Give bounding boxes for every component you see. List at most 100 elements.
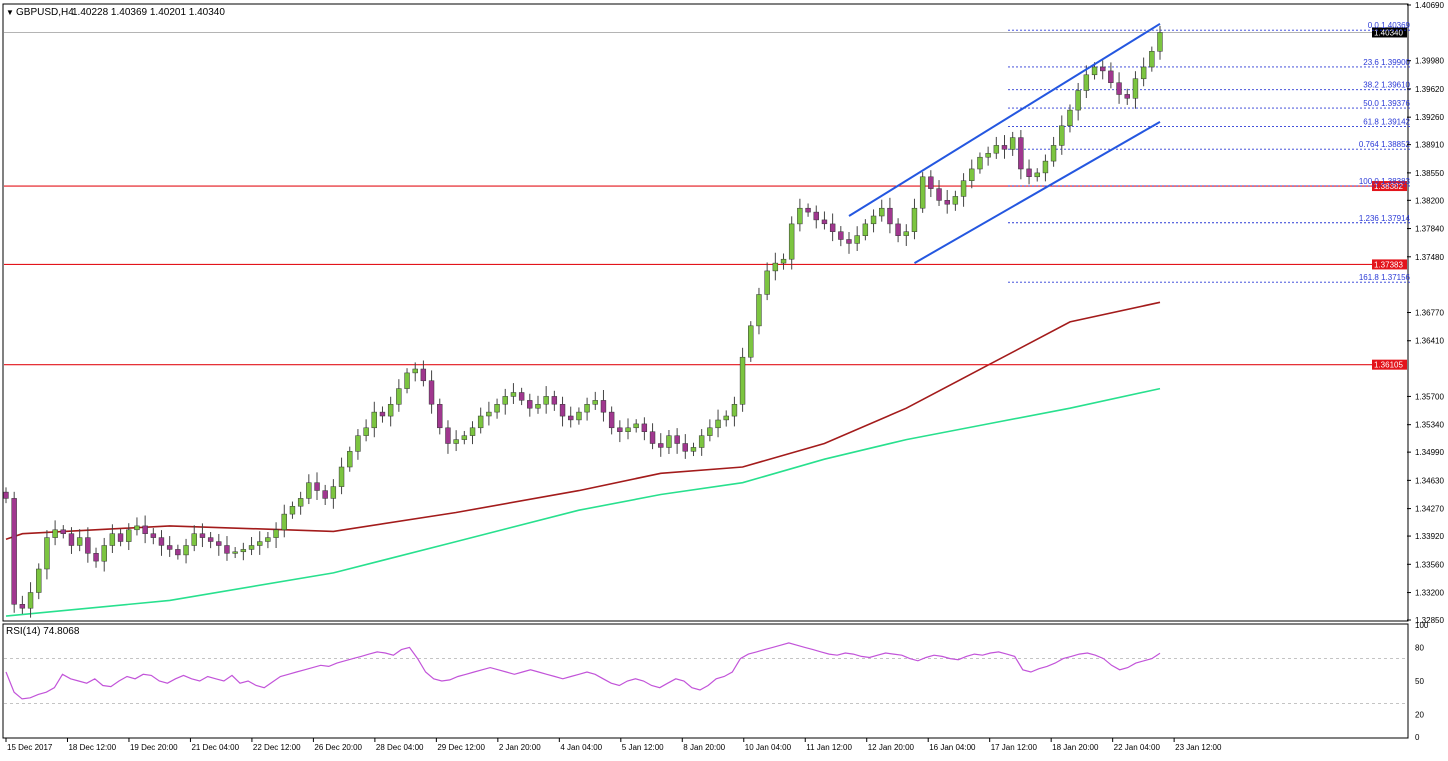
x-tick-label: 16 Jan 04:00 <box>929 743 976 752</box>
y-tick-label: 1.34270 <box>1415 505 1444 514</box>
candle-bear <box>166 545 173 550</box>
dropdown-arrow-icon[interactable]: ▼ <box>6 8 14 17</box>
y-tick-label: 1.38550 <box>1415 169 1444 178</box>
candle-bear <box>829 223 836 232</box>
candle-bull <box>870 215 877 225</box>
current-price-tag <box>1372 27 1407 38</box>
x-tick-label: 11 Jan 12:00 <box>806 743 852 752</box>
candle-bear <box>3 491 9 499</box>
fib-level-label: 100.0 1.38383 <box>1359 177 1411 186</box>
candle-bull <box>1132 78 1139 99</box>
candle-bull <box>903 231 909 236</box>
ma-fast-line <box>5 387 1161 617</box>
x-tick-label: 26 Dec 20:00 <box>314 743 362 752</box>
candle-bear <box>68 533 75 546</box>
candle-bull <box>584 404 590 413</box>
candle-bear <box>314 482 320 491</box>
candle-bull <box>993 145 1000 154</box>
rsi-tick-label: 0 <box>1415 733 1420 742</box>
channel-lower-line <box>913 121 1161 264</box>
candle-bull <box>1149 51 1155 68</box>
candle-bear <box>1124 94 1130 99</box>
x-tick-label: 23 Jan 12:00 <box>1175 743 1222 752</box>
candle-bull <box>592 400 598 405</box>
x-tick-label: 10 Jan 04:00 <box>745 743 792 752</box>
candle-bull <box>535 404 541 409</box>
candle-bear <box>60 529 66 534</box>
x-tick-label: 8 Jan 20:00 <box>683 743 725 752</box>
candle-bull <box>297 498 304 507</box>
x-tick-label: 22 Jan 04:00 <box>1114 743 1161 752</box>
candle-bear <box>805 207 811 213</box>
candle-bear <box>207 537 214 542</box>
candle-bear <box>838 231 844 240</box>
rsi-tick-label: 80 <box>1415 643 1424 652</box>
x-tick-label: 15 Dec 2017 <box>7 743 53 752</box>
y-tick-label: 1.38910 <box>1415 141 1444 150</box>
candle-bear <box>682 443 688 452</box>
candle-bear <box>658 443 664 448</box>
candle-bear <box>895 223 901 236</box>
candle-bear <box>641 423 648 432</box>
candle-bull <box>797 207 803 225</box>
rsi-line <box>5 642 1161 700</box>
x-tick-label: 5 Jan 12:00 <box>622 743 664 752</box>
candle-bull <box>257 541 263 546</box>
candle-bull <box>625 427 631 432</box>
candle-bear <box>928 176 934 189</box>
candle-bull <box>1067 109 1073 127</box>
candle-bull <box>265 537 271 542</box>
candle-bull <box>919 176 926 209</box>
candle-bear <box>1108 70 1114 83</box>
candle-bull <box>289 506 296 515</box>
candle-bull <box>371 411 377 429</box>
candle-bull <box>707 427 713 436</box>
candle-bull <box>1034 172 1040 178</box>
candle-bull <box>52 529 58 538</box>
candle-bear <box>158 537 165 546</box>
candle-bull <box>494 404 500 413</box>
candle-bear <box>1100 66 1106 72</box>
level-price-tag <box>1372 359 1407 370</box>
candle-bull <box>412 368 418 374</box>
candle-bull <box>1009 137 1016 150</box>
x-tick-label: 18 Jan 20:00 <box>1052 743 1099 752</box>
x-tick-label: 2 Jan 20:00 <box>499 743 541 752</box>
candle-bull <box>666 435 672 448</box>
candle-bear <box>617 427 623 432</box>
x-tick-label: 12 Jan 20:00 <box>868 743 915 752</box>
candle-bear <box>936 188 942 201</box>
candle-bull <box>731 404 738 417</box>
candle-bear <box>379 411 386 417</box>
candle-bull <box>780 258 787 264</box>
candle-bull <box>960 180 967 197</box>
y-tick-label: 1.33920 <box>1415 532 1444 541</box>
candle-bear <box>887 207 893 225</box>
candle-bull <box>306 482 312 499</box>
candle-bull <box>27 592 34 609</box>
candle-bull <box>347 451 353 468</box>
candle-bull <box>764 270 770 295</box>
candle-bull <box>1091 66 1098 76</box>
candle-bull <box>1083 74 1090 91</box>
candle-bull <box>862 223 869 236</box>
candle-bull <box>363 427 369 436</box>
candle-bull <box>469 427 476 436</box>
candle-bull <box>788 223 795 260</box>
candle-bull <box>404 372 410 389</box>
candle-bear <box>175 549 181 556</box>
candle-bull <box>183 545 189 556</box>
x-tick-label: 22 Dec 12:00 <box>253 743 301 752</box>
candle-bear <box>117 533 124 542</box>
candle-bull <box>510 392 517 397</box>
candle-bull <box>748 325 754 358</box>
candle-bull <box>76 537 83 546</box>
y-tick-label: 1.33200 <box>1415 589 1444 598</box>
candle-bull <box>330 486 337 499</box>
y-tick-label: 1.35700 <box>1415 392 1444 401</box>
fib-level-label: 23.6 1.39900 <box>1363 58 1410 67</box>
candle-bear <box>518 392 525 401</box>
candle-bull <box>911 207 918 232</box>
